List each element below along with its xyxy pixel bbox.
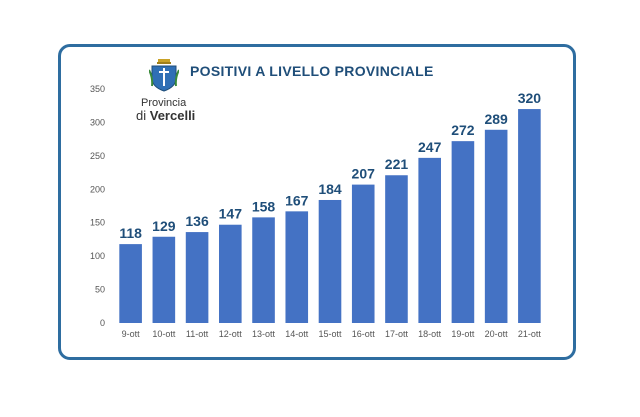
- y-tick-label: 50: [95, 285, 105, 295]
- province-logo: [134, 58, 194, 122]
- data-label: 272: [451, 122, 475, 138]
- data-label: 184: [318, 181, 342, 197]
- data-label: 320: [518, 90, 542, 106]
- x-tick-label: 11-ott: [186, 329, 209, 339]
- x-tick-label: 18-ott: [418, 329, 442, 339]
- bar: [152, 236, 176, 323]
- bar: [119, 244, 142, 323]
- brand-name: Vercelli: [149, 108, 196, 123]
- data-label: 158: [252, 198, 276, 214]
- bar: [385, 175, 408, 323]
- x-tick-label: 14-ott: [285, 329, 309, 339]
- data-label: 129: [152, 218, 176, 234]
- bar: [484, 129, 508, 323]
- x-tick-label: 16-ott: [352, 329, 376, 339]
- y-tick-label: 150: [90, 218, 105, 228]
- coat-of-arms-icon: [149, 59, 179, 92]
- brand-name-line2: di Vercelli: [136, 108, 195, 123]
- x-tick-label: 15-ott: [318, 329, 342, 339]
- data-label: 147: [219, 206, 243, 222]
- bar: [518, 109, 541, 323]
- y-tick-label: 300: [90, 117, 105, 127]
- data-label: 136: [185, 213, 209, 229]
- bar: [418, 157, 441, 323]
- brand-name-line1: Provincia: [141, 97, 187, 109]
- bar: [318, 199, 342, 323]
- data-label: 289: [484, 111, 508, 127]
- data-label: 247: [418, 139, 442, 155]
- data-label: 207: [352, 166, 376, 182]
- bar: [451, 141, 475, 323]
- x-tick-label: 13-ott: [252, 329, 276, 339]
- brand-prefix: di: [136, 108, 147, 123]
- bar: [252, 217, 275, 323]
- y-tick-label: 200: [90, 184, 105, 194]
- bar: [219, 224, 242, 323]
- data-label: 118: [119, 225, 142, 241]
- y-tick-label: 0: [100, 318, 105, 328]
- x-tick-label: 12-ott: [219, 329, 243, 339]
- x-tick-label: 19-ott: [451, 329, 475, 339]
- x-tick-label: 20-ott: [485, 329, 509, 339]
- x-tick-label: 21-ott: [518, 329, 542, 339]
- bar: [185, 232, 209, 323]
- y-tick-label: 350: [90, 84, 105, 94]
- x-tick-label: 17-ott: [385, 329, 409, 339]
- chart-title: POSITIVI A LIVELLO PROVINCIALE: [190, 63, 434, 79]
- x-tick-label: 9-ott: [122, 329, 141, 339]
- y-tick-label: 250: [90, 151, 105, 161]
- data-label: 221: [385, 156, 409, 172]
- data-label: 167: [285, 192, 309, 208]
- bar: [285, 211, 309, 323]
- y-tick-label: 100: [90, 251, 105, 261]
- x-tick-label: 10-ott: [152, 329, 176, 339]
- bar: [351, 184, 375, 323]
